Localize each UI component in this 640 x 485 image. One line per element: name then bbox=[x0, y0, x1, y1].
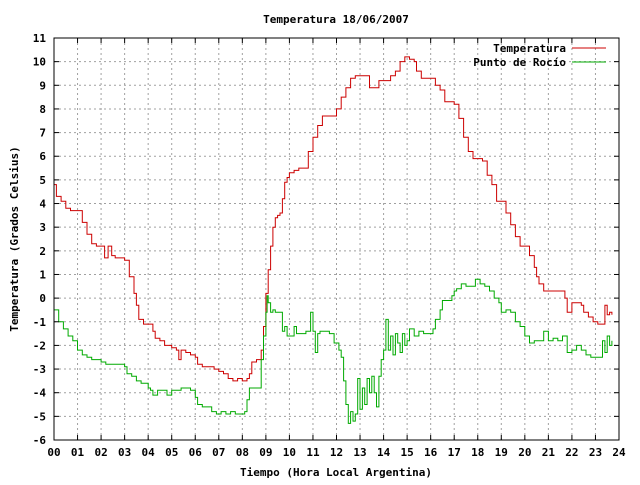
y-tick-label: -3 bbox=[33, 363, 46, 376]
y-tick-label: -2 bbox=[33, 339, 46, 352]
x-tick-label: 13 bbox=[353, 446, 366, 459]
grid-layer bbox=[54, 38, 619, 440]
x-tick-label: 02 bbox=[94, 446, 107, 459]
series-layer bbox=[54, 56, 613, 424]
y-tick-label: -5 bbox=[33, 410, 46, 423]
y-tick-label: 8 bbox=[39, 103, 46, 116]
x-tick-labels: 00 01 02 03 04 05 06 07 08 09 10 11 12 13 14 15 16 17 18 19… bbox=[47, 446, 626, 459]
series-line-punto-de-rocio bbox=[54, 278, 613, 424]
y-tick-label: 0 bbox=[39, 292, 46, 305]
y-tick-label: 3 bbox=[39, 221, 46, 234]
x-tick-label: 07 bbox=[212, 446, 225, 459]
chart-title: Temperatura 18/06/2007 bbox=[263, 13, 409, 26]
x-tick-label: 04 bbox=[142, 446, 156, 459]
x-tick-label: 21 bbox=[542, 446, 556, 459]
x-tick-label: 14 bbox=[377, 446, 391, 459]
x-tick-label: 20 bbox=[518, 446, 531, 459]
y-tick-labels: -6 -5 -4 -3 -2 -1 0 1 2 3 4 5 6 7 8 9 10 11 bbox=[33, 32, 47, 447]
y-tick-label: 10 bbox=[33, 56, 46, 69]
legend-label-punto-de-rocio: Punto de Rocío bbox=[473, 56, 566, 69]
series-line-temperatura bbox=[54, 56, 613, 382]
x-tick-label: 12 bbox=[330, 446, 343, 459]
y-tick-label: 1 bbox=[39, 268, 46, 281]
x-tick-label: 00 bbox=[47, 446, 60, 459]
y-tick-label: -4 bbox=[33, 387, 47, 400]
x-tick-label: 10 bbox=[283, 446, 296, 459]
y-tick-label: 9 bbox=[39, 79, 46, 92]
tick-layer bbox=[53, 37, 620, 441]
x-axis-label: Tiempo (Hora Local Argentina) bbox=[240, 466, 432, 479]
x-tick-label: 24 bbox=[612, 446, 626, 459]
x-tick-label: 19 bbox=[495, 446, 508, 459]
x-tick-label: 18 bbox=[471, 446, 484, 459]
y-tick-label: 2 bbox=[39, 245, 46, 258]
y-tick-label: 7 bbox=[39, 127, 46, 140]
x-tick-label: 16 bbox=[424, 446, 438, 459]
legend-label-temperatura: Temperatura bbox=[493, 42, 566, 55]
y-axis-label: Temperatura (Grados Celsius) bbox=[8, 146, 21, 331]
x-tick-label: 23 bbox=[589, 446, 602, 459]
x-tick-label: 17 bbox=[448, 446, 461, 459]
y-tick-label: -1 bbox=[33, 316, 47, 329]
x-tick-label: 08 bbox=[236, 446, 249, 459]
y-tick-label: 6 bbox=[39, 150, 46, 163]
x-tick-label: 15 bbox=[401, 446, 414, 459]
x-tick-label: 22 bbox=[565, 446, 578, 459]
y-tick-label: -6 bbox=[33, 434, 47, 447]
x-tick-label: 11 bbox=[306, 446, 320, 459]
y-tick-label: 11 bbox=[33, 32, 47, 45]
x-tick-label: 01 bbox=[71, 446, 85, 459]
y-tick-label: 5 bbox=[39, 174, 46, 187]
y-tick-label: 4 bbox=[39, 198, 46, 211]
x-tick-label: 05 bbox=[165, 446, 178, 459]
x-tick-label: 03 bbox=[118, 446, 131, 459]
legend: Temperatura Punto de Rocío bbox=[473, 42, 606, 69]
x-tick-label: 06 bbox=[189, 446, 203, 459]
x-tick-label: 09 bbox=[259, 446, 272, 459]
